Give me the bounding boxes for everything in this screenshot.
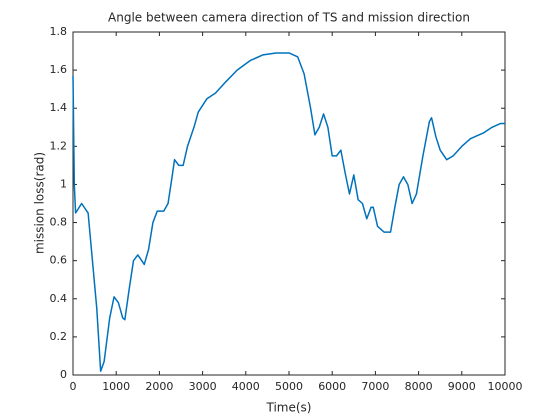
- x-tick-label: 10000: [488, 380, 523, 393]
- y-tick-label: 0.8: [50, 216, 68, 229]
- plot-area: [72, 31, 506, 376]
- x-tick-label: 8000: [405, 380, 433, 393]
- x-tick-label: 5000: [275, 380, 303, 393]
- y-tick-label: 0.6: [50, 254, 68, 267]
- data-line: [72, 52, 505, 372]
- chart-title: Angle between camera direction of TS and…: [108, 11, 470, 25]
- y-tick-label: 1.2: [50, 139, 68, 152]
- x-tick-label: 7000: [361, 380, 389, 393]
- x-tick-label: 1000: [102, 380, 130, 393]
- y-tick-label: 0.4: [50, 292, 68, 305]
- y-tick-label: 1.4: [50, 101, 68, 114]
- x-tick-label: 4000: [232, 380, 260, 393]
- y-axis-label: mission loss(rad): [33, 152, 47, 254]
- x-tick-label: 9000: [448, 380, 476, 393]
- y-tick-label: 1.6: [50, 63, 68, 76]
- x-tick-label: 2000: [145, 380, 173, 393]
- y-tick-label: 0.2: [50, 330, 68, 343]
- y-tick-label: 1.8: [50, 25, 68, 38]
- y-tick-label: 1: [60, 177, 67, 190]
- x-tick-label: 0: [70, 380, 77, 393]
- x-axis-label: Time(s): [266, 401, 312, 415]
- x-tick-label: 6000: [318, 380, 346, 393]
- x-tick-label: 3000: [189, 380, 217, 393]
- y-tick-label: 0: [60, 368, 67, 381]
